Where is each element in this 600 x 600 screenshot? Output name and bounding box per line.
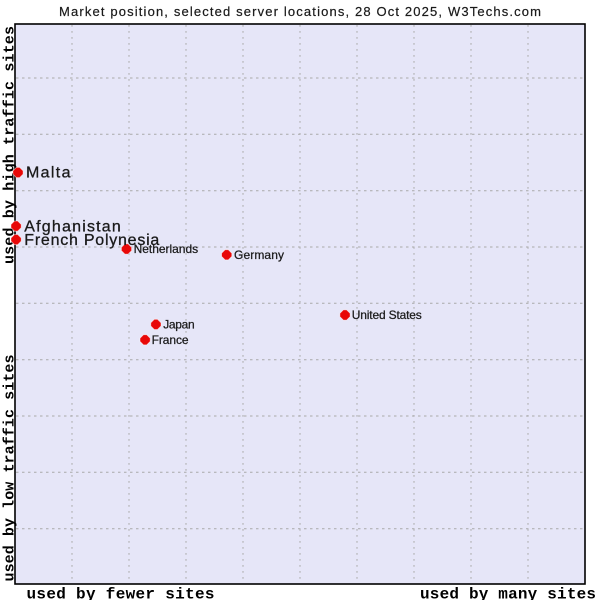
svg-text:used by low traffic sites: used by low traffic sites	[2, 355, 19, 582]
svg-text:Netherlands: Netherlands	[134, 242, 199, 256]
svg-text:French Polynesia: French Polynesia	[24, 232, 159, 249]
svg-text:Market position, selected serv: Market position, selected server locatio…	[59, 4, 541, 19]
svg-text:Japan: Japan	[163, 318, 195, 332]
svg-text:used by fewer sites: used by fewer sites	[27, 586, 215, 600]
svg-text:Germany: Germany	[234, 248, 284, 262]
svg-text:Malta: Malta	[26, 165, 71, 182]
svg-text:used by high traffic sites: used by high traffic sites	[2, 26, 19, 264]
svg-text:France: France	[152, 333, 189, 347]
svg-text:used by many sites: used by many sites	[420, 586, 596, 600]
svg-text:United States: United States	[352, 308, 422, 322]
svg-text:Afghanistan: Afghanistan	[24, 219, 121, 236]
